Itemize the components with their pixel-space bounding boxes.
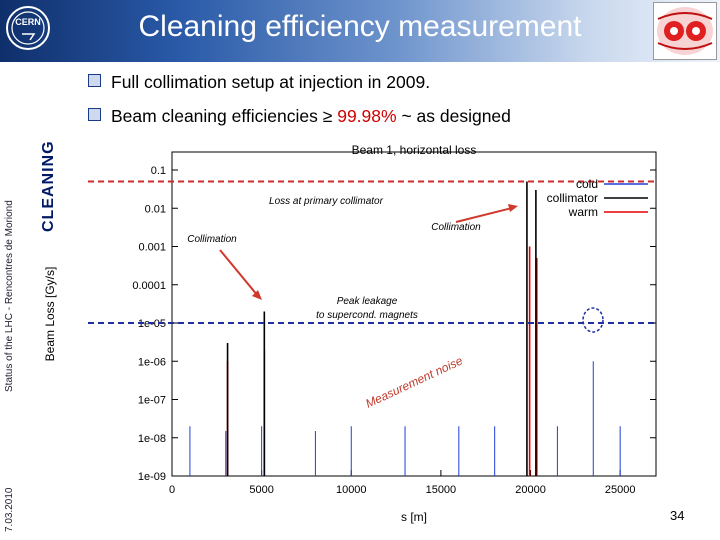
cern-logo-icon: CERN bbox=[6, 6, 50, 50]
y-tick-label: 1e-07 bbox=[138, 395, 166, 407]
legend-label-warm: warm bbox=[568, 205, 598, 219]
arrow-collimation-right bbox=[455, 207, 513, 223]
x-tick-label: 0 bbox=[169, 484, 175, 496]
efficiency-highlight: 99.98% bbox=[337, 106, 397, 126]
annotation-loss-primary: Loss at primary collimator bbox=[269, 196, 384, 207]
lhc-collision-logo-icon bbox=[653, 2, 717, 60]
slide-title: Cleaning efficiency measurement bbox=[138, 10, 582, 43]
x-tick-label: 10000 bbox=[336, 484, 367, 496]
x-tick-label: 25000 bbox=[605, 484, 636, 496]
annotation-collimation-left: Collimation bbox=[187, 234, 237, 245]
cern-logo-text: CERN bbox=[15, 17, 41, 27]
y-tick-label: 0.01 bbox=[145, 203, 166, 215]
x-tick-label: 15000 bbox=[426, 484, 457, 496]
page-number: 34 bbox=[670, 508, 685, 523]
y-tick-label: 0.1 bbox=[151, 165, 166, 177]
arrow-collimation-left bbox=[219, 249, 259, 297]
peak-leakage-marker bbox=[582, 307, 604, 333]
bullet-2-before: Beam cleaning efficiencies ≥ bbox=[111, 106, 338, 126]
chart-title: Beam 1, horizontal loss bbox=[352, 143, 477, 157]
x-axis-label: s [m] bbox=[401, 510, 427, 524]
plot-frame bbox=[171, 151, 657, 477]
bullet-2-after: ~ as designed bbox=[396, 106, 511, 126]
legend-label-cold: cold bbox=[576, 177, 598, 191]
title-banner: CERN Cleaning efficiency measurement bbox=[0, 0, 720, 62]
bullet-1-text: Full collimation setup at injection in 2… bbox=[111, 72, 431, 92]
bullet-2: Beam cleaning efficiencies ≥ 99.98% ~ as… bbox=[88, 106, 511, 127]
checkbox-bullet-icon bbox=[88, 74, 101, 87]
y-tick-label: 1e-06 bbox=[138, 356, 166, 368]
y-tick-label: 1e-08 bbox=[138, 433, 166, 445]
legend-label-collimator: collimator bbox=[547, 191, 598, 205]
bullet-1: Full collimation setup at injection in 2… bbox=[88, 72, 430, 93]
y-tick-label: 0.0001 bbox=[132, 280, 166, 292]
annotation-collimation-right: Collimation bbox=[431, 222, 481, 233]
annotation-peak-leakage-line1: Peak leakage bbox=[337, 296, 398, 307]
y-tick-label: 0.001 bbox=[138, 242, 166, 254]
checkbox-bullet-icon bbox=[88, 108, 101, 121]
x-tick-label: 5000 bbox=[249, 484, 273, 496]
arrow-head-left-icon bbox=[252, 290, 262, 300]
annotation-peak-leakage-line2: to supercond. magnets bbox=[316, 310, 418, 321]
y-tick-label: 1e-09 bbox=[138, 471, 166, 483]
x-tick-label: 20000 bbox=[515, 484, 546, 496]
y-axis-label: Beam Loss [Gy/s] bbox=[43, 267, 57, 362]
arrow-head-right-icon bbox=[508, 204, 518, 212]
